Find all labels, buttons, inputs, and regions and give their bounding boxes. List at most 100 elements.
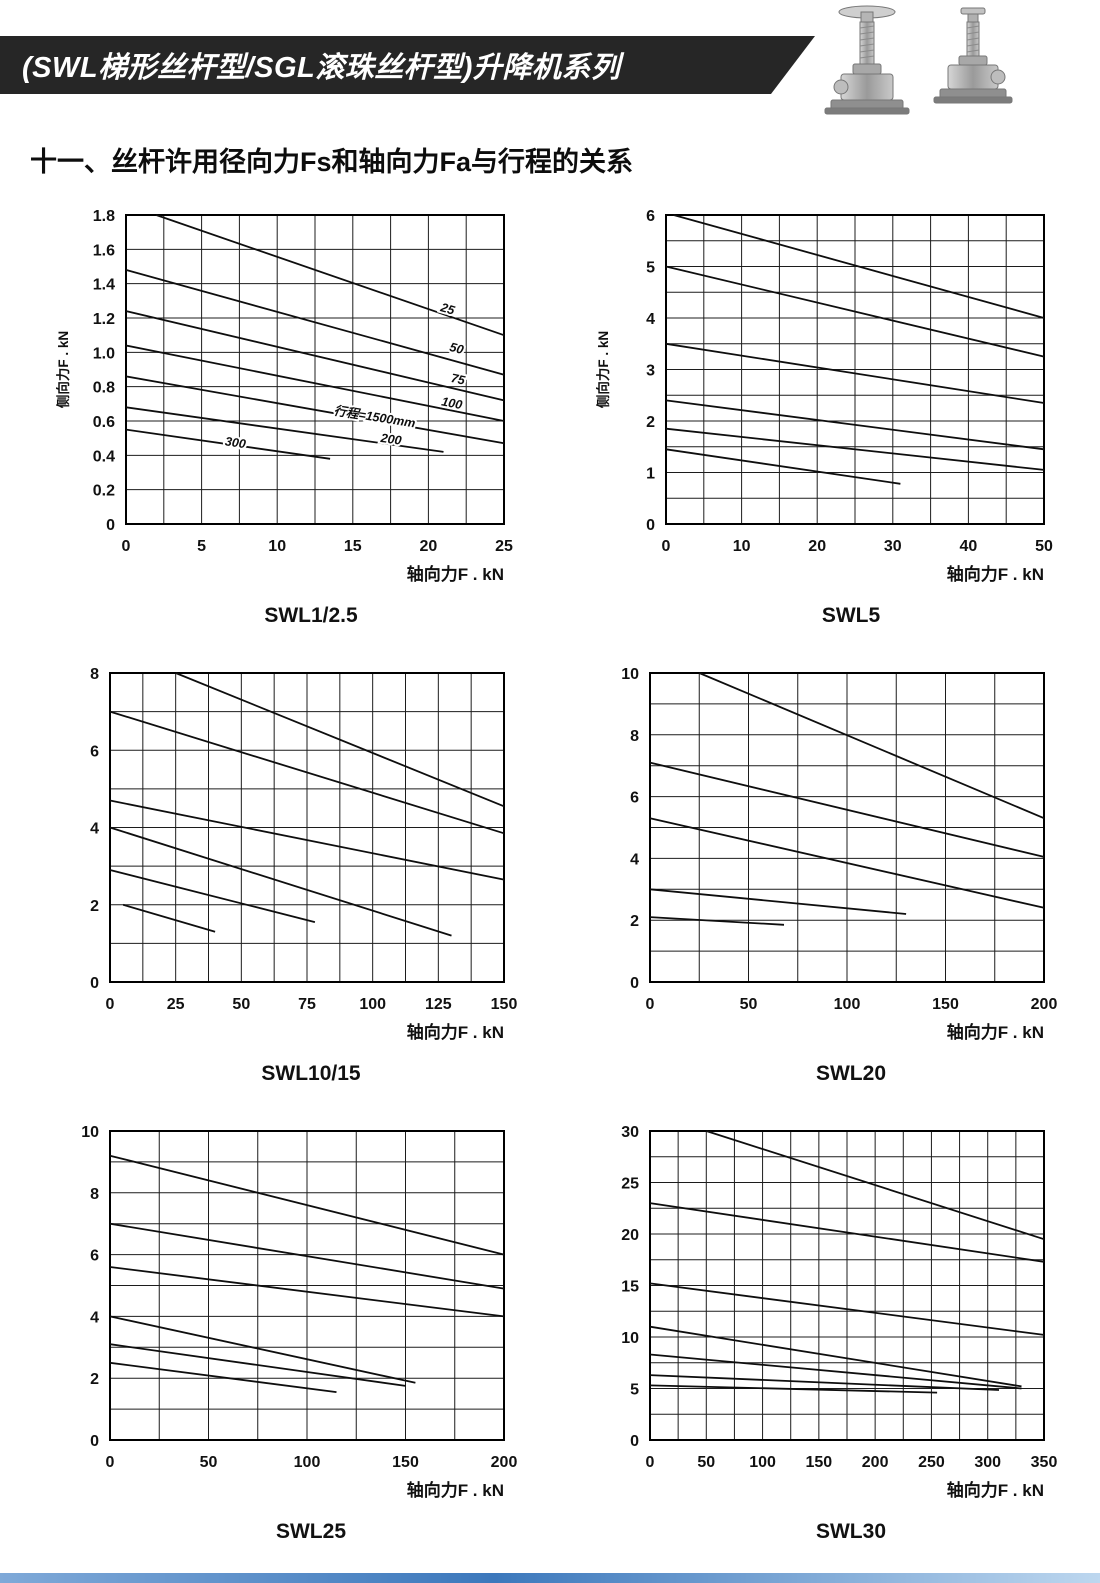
svg-text:200: 200 — [1031, 996, 1058, 1013]
jack-right — [933, 7, 1013, 104]
svg-text:50: 50 — [200, 1454, 218, 1471]
chart-title-swl30: SWL30 — [815, 1520, 886, 1543]
screw-jack-illustration — [815, 2, 1045, 126]
svg-text:1: 1 — [646, 466, 655, 483]
chart-swl10-15-plot: 0 25 50 75 100 125 150 0 2 4 6 8 轴向力F . kN — [90, 666, 518, 1042]
svg-text:1.0: 1.0 — [93, 345, 115, 362]
chart-title-swl5: SWL5 — [821, 604, 881, 627]
jack-left — [824, 5, 910, 115]
banner-band: (SWL梯形丝杆型/SGL滚珠丝杆型)升降机系列 — [0, 36, 815, 94]
svg-text:2: 2 — [630, 913, 639, 930]
svg-text:0: 0 — [106, 1454, 115, 1471]
svg-text:8: 8 — [90, 666, 99, 683]
svg-text:30: 30 — [621, 1124, 639, 1141]
svg-text:30: 30 — [884, 538, 902, 555]
svg-text:5: 5 — [197, 538, 206, 555]
svg-text:4: 4 — [90, 821, 99, 838]
svg-text:10: 10 — [733, 538, 751, 555]
svg-text:200: 200 — [379, 431, 403, 448]
svg-text:4: 4 — [90, 1309, 99, 1326]
svg-text:轴向力F . kN: 轴向力F . kN — [407, 1480, 504, 1500]
svg-text:6: 6 — [90, 743, 99, 760]
svg-text:轴向力F . kN: 轴向力F . kN — [947, 1022, 1044, 1042]
svg-text:100: 100 — [359, 996, 386, 1013]
svg-text:300: 300 — [974, 1454, 1001, 1471]
svg-text:350: 350 — [1031, 1454, 1058, 1471]
chart-swl1-2-5: 0 5 10 15 20 25 0 0.2 0.4 0.6 0.8 1.0 1.2 1.4 1.6 1.8 25… — [50, 200, 520, 628]
svg-text:0: 0 — [90, 975, 99, 992]
svg-text:4: 4 — [630, 851, 639, 868]
svg-text:1.2: 1.2 — [93, 311, 115, 328]
svg-text:轴向力F . kN: 轴向力F . kN — [407, 1022, 504, 1042]
svg-text:25: 25 — [438, 300, 457, 318]
svg-text:0: 0 — [646, 517, 655, 534]
svg-text:100: 100 — [440, 394, 463, 412]
svg-text:侧向力F . kN: 侧向力F . kN — [595, 331, 611, 408]
svg-text:200: 200 — [491, 1454, 518, 1471]
svg-text:20: 20 — [420, 538, 438, 555]
svg-text:0: 0 — [630, 975, 639, 992]
svg-text:10: 10 — [268, 538, 286, 555]
svg-text:2: 2 — [90, 1371, 99, 1388]
screw-jack-machines-icon — [824, 5, 1013, 115]
svg-text:10: 10 — [81, 1124, 99, 1141]
charts-grid: 0 5 10 15 20 25 0 0.2 0.4 0.6 0.8 1.0 1.2 1.4 1.6 1.8 25… — [50, 200, 1060, 1544]
svg-text:1.4: 1.4 — [93, 277, 115, 294]
svg-text:0.6: 0.6 — [93, 414, 115, 431]
svg-text:150: 150 — [392, 1454, 419, 1471]
chart-swl20-plot: 0 50 100 150 200 0 2 4 6 8 10 轴向力F . kN — [621, 666, 1058, 1042]
svg-text:行程=1500mm: 行程=1500mm — [333, 404, 417, 431]
svg-text:6: 6 — [90, 1248, 99, 1265]
chart-title-swl1-2-5: SWL1/2.5 — [264, 604, 358, 627]
section-title: 十一、丝杆许用径向力Fs和轴向力Fa与行程的关系 — [30, 147, 634, 177]
svg-text:5: 5 — [630, 1382, 639, 1399]
svg-text:5: 5 — [646, 260, 655, 277]
svg-text:0: 0 — [630, 1433, 639, 1450]
svg-text:100: 100 — [749, 1454, 776, 1471]
chart-swl30: 0 50 100 150 200 250 300 350 0 5 10 15 20 25 30 轴向力F . … — [590, 1116, 1060, 1544]
svg-text:15: 15 — [344, 538, 362, 555]
svg-text:50: 50 — [232, 996, 250, 1013]
banner-title: (SWL梯形丝杆型/SGL滚珠丝杆型)升降机系列 — [22, 52, 621, 84]
chart-swl5-plot: 0 10 20 30 40 50 0 1 2 3 4 5 6 轴向力F . kN 侧向力F . kN — [595, 208, 1053, 584]
svg-text:150: 150 — [806, 1454, 833, 1471]
svg-text:25: 25 — [495, 538, 513, 555]
svg-text:1.8: 1.8 — [93, 208, 115, 225]
svg-text:125: 125 — [425, 996, 452, 1013]
chart-swl10-15: 0 25 50 75 100 125 150 0 2 4 6 8 轴向力F . kN SWL10/15 — [50, 658, 520, 1086]
svg-text:4: 4 — [646, 311, 655, 328]
svg-text:侧向力F . kN: 侧向力F . kN — [55, 331, 71, 408]
svg-text:50: 50 — [1035, 538, 1053, 555]
chart-swl1-2-5-plot: 0 5 10 15 20 25 0 0.2 0.4 0.6 0.8 1.0 1.2 1.4 1.6 1.8 25… — [55, 208, 513, 584]
svg-text:2: 2 — [646, 414, 655, 431]
svg-text:3: 3 — [646, 363, 655, 380]
svg-text:轴向力F . kN: 轴向力F . kN — [947, 1480, 1044, 1500]
svg-text:40: 40 — [960, 538, 978, 555]
chart-swl30-plot: 0 50 100 150 200 250 300 350 0 5 10 15 20 25 30 轴向力F . … — [621, 1124, 1058, 1500]
svg-text:0: 0 — [106, 517, 115, 534]
svg-text:20: 20 — [808, 538, 826, 555]
svg-text:0: 0 — [106, 996, 115, 1013]
svg-text:50: 50 — [448, 340, 465, 357]
svg-text:25: 25 — [621, 1176, 639, 1193]
svg-text:8: 8 — [90, 1186, 99, 1203]
svg-text:2: 2 — [90, 898, 99, 915]
svg-text:0.8: 0.8 — [93, 380, 115, 397]
svg-text:250: 250 — [918, 1454, 945, 1471]
svg-text:8: 8 — [630, 728, 639, 745]
chart-title-swl25: SWL25 — [275, 1520, 346, 1543]
svg-text:轴向力F . kN: 轴向力F . kN — [407, 564, 504, 584]
svg-text:25: 25 — [167, 996, 185, 1013]
svg-text:0.4: 0.4 — [93, 448, 115, 465]
svg-text:50: 50 — [740, 996, 758, 1013]
chart-swl5: 0 10 20 30 40 50 0 1 2 3 4 5 6 轴向力F . kN 侧向力F . kN SWL… — [590, 200, 1060, 628]
footer-bar — [0, 1573, 1100, 1583]
svg-text:0.2: 0.2 — [93, 483, 115, 500]
svg-text:200: 200 — [862, 1454, 889, 1471]
svg-text:150: 150 — [491, 996, 518, 1013]
svg-text:0: 0 — [646, 1454, 655, 1471]
svg-text:10: 10 — [621, 1330, 639, 1347]
svg-text:150: 150 — [932, 996, 959, 1013]
svg-text:100: 100 — [834, 996, 861, 1013]
svg-text:6: 6 — [630, 790, 639, 807]
